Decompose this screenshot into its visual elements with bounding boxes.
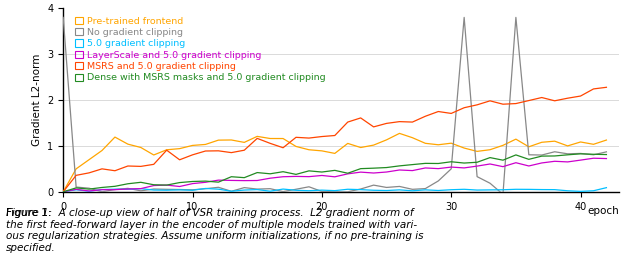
Y-axis label: Gradient L2-norm: Gradient L2-norm (32, 54, 42, 146)
Legend: Pre-trained frontend, No gradient clipping, 5.0 gradient clipping, LayerScale an: Pre-trained frontend, No gradient clippi… (73, 15, 327, 84)
Text: Figure 1:  A close-up view of half of VSR training process.  L2 gradient norm of: Figure 1: A close-up view of half of VSR… (6, 208, 424, 253)
Text: epoch: epoch (588, 207, 619, 216)
Text: Figure 1:: Figure 1: (6, 208, 52, 218)
